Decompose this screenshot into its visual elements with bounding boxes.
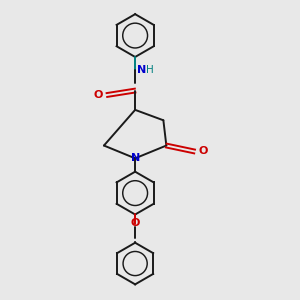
Text: O: O xyxy=(130,218,140,228)
Text: N: N xyxy=(137,65,146,75)
Text: O: O xyxy=(199,146,208,157)
Text: N: N xyxy=(130,153,140,163)
Text: H: H xyxy=(146,65,154,75)
Text: O: O xyxy=(93,90,103,100)
